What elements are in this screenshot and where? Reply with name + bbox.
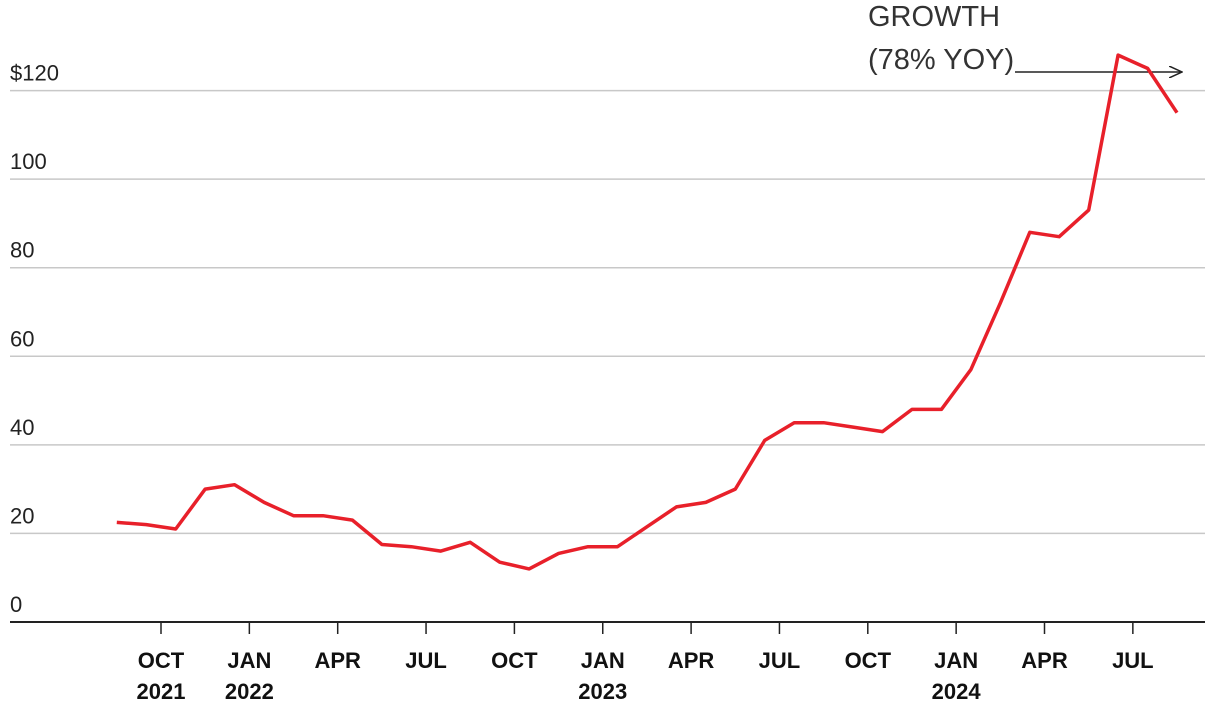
y-tick-label: 60	[10, 326, 34, 351]
x-tick-label: JUL	[1112, 648, 1154, 673]
y-tick-label: $120	[10, 61, 59, 86]
price-line	[116, 53, 1179, 571]
y-tick-label: 40	[10, 415, 34, 440]
y-tick-label: 0	[10, 592, 22, 617]
y-tick-label: 80	[10, 238, 34, 263]
annotation-text: (78% YOY)	[868, 44, 1014, 76]
x-tick-year: 2023	[578, 679, 627, 704]
x-tick-year: 2024	[932, 679, 982, 704]
x-tick-label: OCT	[845, 648, 892, 673]
x-tick-label: JAN	[581, 648, 625, 673]
x-tick-label: APR	[1021, 648, 1068, 673]
x-tick-year: 2022	[225, 679, 274, 704]
x-tick-label: OCT	[491, 648, 538, 673]
y-tick-label: 20	[10, 503, 34, 528]
x-tick-label: APR	[668, 648, 715, 673]
x-tick-label: JAN	[227, 648, 271, 673]
x-tick-year: 2021	[137, 679, 186, 704]
x-tick-label: JUL	[405, 648, 447, 673]
x-tick-label: JUL	[759, 648, 801, 673]
y-tick-label: 100	[10, 149, 47, 174]
annotation-text: GROWTH	[868, 1, 1000, 33]
x-tick-label: JAN	[934, 648, 978, 673]
x-tick-label: OCT	[138, 648, 185, 673]
x-tick-label: APR	[314, 648, 361, 673]
